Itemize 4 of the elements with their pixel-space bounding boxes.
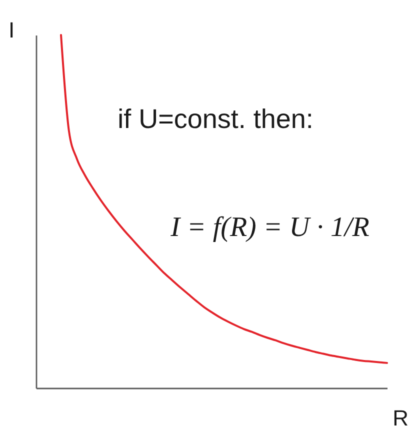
x-axis-title: R (392, 406, 408, 429)
y-axis-title: I (8, 18, 15, 42)
annotation: I = f(R) = U · 1/R (170, 212, 370, 243)
annotation: if U=const. then: (118, 104, 314, 134)
